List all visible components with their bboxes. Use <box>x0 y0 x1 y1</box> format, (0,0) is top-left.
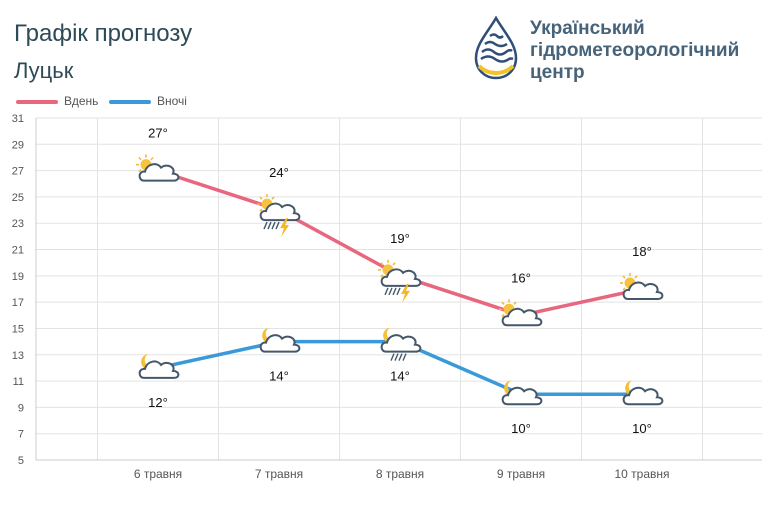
y-tick-label: 21 <box>12 245 24 257</box>
sun-ray <box>513 301 517 305</box>
cloud-shape <box>501 307 543 327</box>
sun-ray <box>259 208 263 212</box>
y-tick-label: 23 <box>12 218 24 230</box>
legend-swatch-night <box>109 100 151 104</box>
night-value-label: 14° <box>390 369 410 384</box>
sun-ray <box>271 196 275 200</box>
org-name-line-3: центр <box>530 62 585 83</box>
sun-ray <box>138 156 142 161</box>
moon-cloud-icon <box>259 327 301 353</box>
cloud-shape <box>380 334 422 353</box>
sun-ray <box>259 196 263 200</box>
rain-drop <box>396 287 401 296</box>
cloud-shape <box>622 386 664 406</box>
rain-drop <box>390 353 395 361</box>
cloud-shape <box>138 360 180 379</box>
x-tick-label: 10 травня <box>614 467 669 481</box>
legend-label-night: Вночі <box>157 94 187 108</box>
sun-cloud-icon <box>499 299 543 327</box>
sun-ray <box>150 156 154 161</box>
city-name: Луцьк <box>14 58 74 83</box>
lightning-bolt <box>280 218 289 238</box>
sun-ray <box>138 168 142 173</box>
y-tick-label: 11 <box>13 376 24 388</box>
sun-ray <box>634 275 638 279</box>
sun-ray <box>392 262 396 266</box>
cloud-shape <box>259 202 301 222</box>
y-tick-label: 17 <box>12 297 24 309</box>
moon-cloud-rain-icon <box>380 327 422 361</box>
cloud-shape <box>501 386 543 406</box>
sun-thunderstorm-icon <box>378 259 422 303</box>
cloud-shape <box>138 163 180 182</box>
rain-drop <box>384 287 389 296</box>
moon-cloud-icon <box>501 380 543 406</box>
day-value-label: 19° <box>390 231 410 246</box>
cloud-shape <box>259 334 301 353</box>
moon-shape <box>383 327 398 344</box>
day-value-label: 18° <box>632 244 652 259</box>
y-tick-label: 25 <box>12 192 24 204</box>
sun-cloud-icon <box>620 273 664 300</box>
water-drop-logo-icon <box>474 16 518 80</box>
day-value-label: 27° <box>148 126 168 141</box>
moon-cloud-icon <box>622 380 664 406</box>
night-value-label: 10° <box>511 421 531 436</box>
y-tick-label: 31 <box>12 113 24 125</box>
y-tick-label: 7 <box>18 429 24 441</box>
night-value-label: 10° <box>632 421 652 436</box>
sun-cloud-icon <box>136 154 180 182</box>
y-tick-label: 9 <box>18 402 24 414</box>
y-tick-label: 19 <box>12 271 24 283</box>
day-value-label: 16° <box>511 270 531 285</box>
moon-shape <box>141 353 156 370</box>
legend-swatch-day <box>16 100 58 104</box>
night-value-label: 14° <box>269 369 289 384</box>
org-name-line-2: гідрометеорологічний <box>530 40 740 61</box>
rain-drop <box>392 287 397 296</box>
moon-shape <box>262 327 277 344</box>
moon-shape <box>504 380 519 397</box>
rain-drop <box>398 353 403 361</box>
rain-drop <box>267 221 272 230</box>
org-name: Український гідрометеорологічний центр <box>530 18 739 84</box>
lightning-bolt <box>401 283 410 303</box>
sun-ray <box>622 287 626 291</box>
chart-title: Графік прогнозу <box>14 20 193 47</box>
rain-drop <box>263 221 268 230</box>
legend-label-day: Вдень <box>64 94 99 108</box>
rain-drop <box>271 221 276 230</box>
x-tick-label: 9 травня <box>497 467 545 481</box>
sun-ray <box>380 274 384 278</box>
sun-ray <box>501 301 505 305</box>
grid-lines <box>35 117 762 461</box>
y-tick-label: 5 <box>18 455 24 467</box>
rain-drop <box>388 287 393 296</box>
cloud-shape <box>380 268 422 287</box>
sun-ray <box>622 275 626 279</box>
y-tick-label: 13 <box>12 350 24 362</box>
y-tick-label: 27 <box>12 166 24 178</box>
y-tick-label: 15 <box>12 323 24 335</box>
day-value-label: 24° <box>269 165 289 180</box>
rain-drop <box>402 353 407 361</box>
sun-thunderstorm-icon <box>257 194 301 238</box>
moon-shape <box>625 380 640 397</box>
y-tick-label: 29 <box>12 139 24 151</box>
cloud-shape <box>622 281 664 300</box>
rain-drop <box>394 353 399 361</box>
sun-ray <box>501 313 505 317</box>
sun-ray <box>380 262 384 266</box>
night-value-label: 12° <box>148 395 168 410</box>
x-tick-label: 7 травня <box>255 467 303 481</box>
x-tick-label: 6 травня <box>134 467 182 481</box>
moon-cloud-icon <box>138 353 180 379</box>
rain-drop <box>275 221 280 230</box>
x-tick-label: 8 травня <box>376 467 424 481</box>
org-logo-block: Український гідрометеорологічний центр <box>470 14 770 84</box>
org-name-line-1: Український <box>530 18 645 39</box>
